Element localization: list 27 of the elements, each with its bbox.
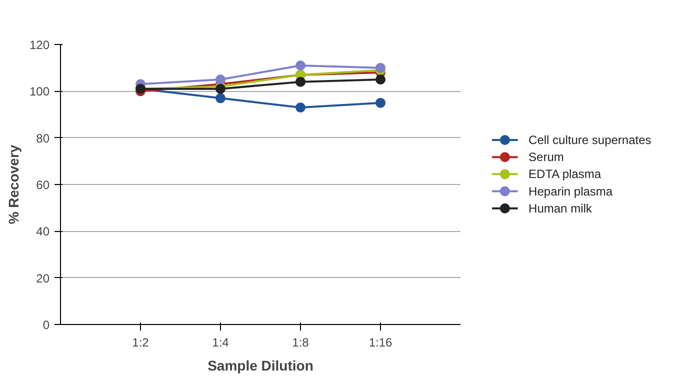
point (376, 98, 386, 108)
x-tick-label: 1:4 (212, 336, 230, 350)
point (296, 60, 306, 70)
point (376, 62, 386, 73)
point (296, 102, 306, 112)
legend-label: Heparin plasma (528, 184, 613, 198)
y-tick-label: 100 (29, 84, 50, 99)
x-tick-label: 1:8 (292, 336, 310, 350)
point (216, 74, 226, 84)
x-tick-label: 1:2 (132, 336, 150, 350)
legend-label: Cell culture supernates (528, 132, 652, 147)
point (376, 74, 386, 84)
legend-label: Human milk (528, 201, 593, 216)
legend-label: EDTA plasma (528, 167, 602, 182)
y-tick-label: 0 (42, 318, 50, 332)
x-axis-title: Sample Dilution (208, 358, 314, 374)
point (216, 93, 226, 104)
y-tick-label: 80 (36, 131, 50, 146)
y-tick-label: 40 (36, 224, 50, 239)
point (216, 84, 226, 94)
point (296, 76, 306, 87)
y-tick-label: 120 (29, 38, 50, 52)
y-tick-label: 60 (36, 178, 50, 192)
legend-label: Serum (528, 150, 564, 164)
y-tick-label: 20 (36, 271, 50, 286)
x-tick-label: 1:16 (368, 336, 393, 350)
y-axis-title: % Recovery (5, 144, 22, 224)
